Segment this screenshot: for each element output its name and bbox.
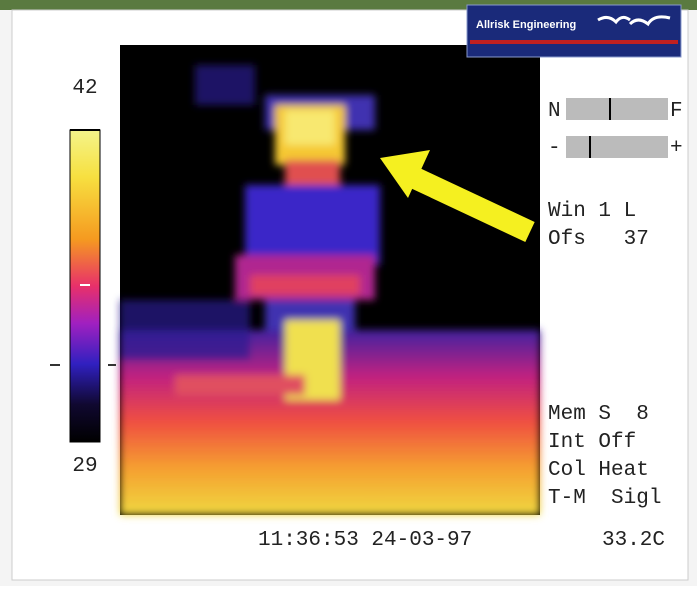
slider-right: F xyxy=(670,100,683,123)
thermal-image xyxy=(120,45,540,515)
slider-right: + xyxy=(670,137,683,160)
setting: T-M Sigl xyxy=(548,487,661,510)
slider-track xyxy=(566,136,668,158)
logo: Allrisk Engineering xyxy=(467,5,681,57)
reading: 33.2C xyxy=(602,529,665,552)
scale-max: 42 xyxy=(72,77,97,100)
scale-min: 29 xyxy=(72,455,97,478)
setting: Col Heat xyxy=(548,459,649,482)
setting: Win 1 L xyxy=(548,200,636,223)
timestamp: 11:36:53 24-03-97 xyxy=(258,529,472,552)
slider: N F xyxy=(548,98,683,123)
slider-left: N xyxy=(548,100,561,123)
setting: Int Off xyxy=(548,431,636,454)
slider-left: - xyxy=(548,137,561,160)
slider-track xyxy=(566,98,668,120)
logo-text: Allrisk Engineering xyxy=(476,19,576,31)
setting: Ofs 37 xyxy=(548,228,649,251)
setting: Mem S 8 xyxy=(548,403,649,426)
screen: 42 29 N F - + Win 1 L Ofs 37 Mem S 8 Int… xyxy=(0,0,697,586)
slider: - + xyxy=(548,136,683,160)
